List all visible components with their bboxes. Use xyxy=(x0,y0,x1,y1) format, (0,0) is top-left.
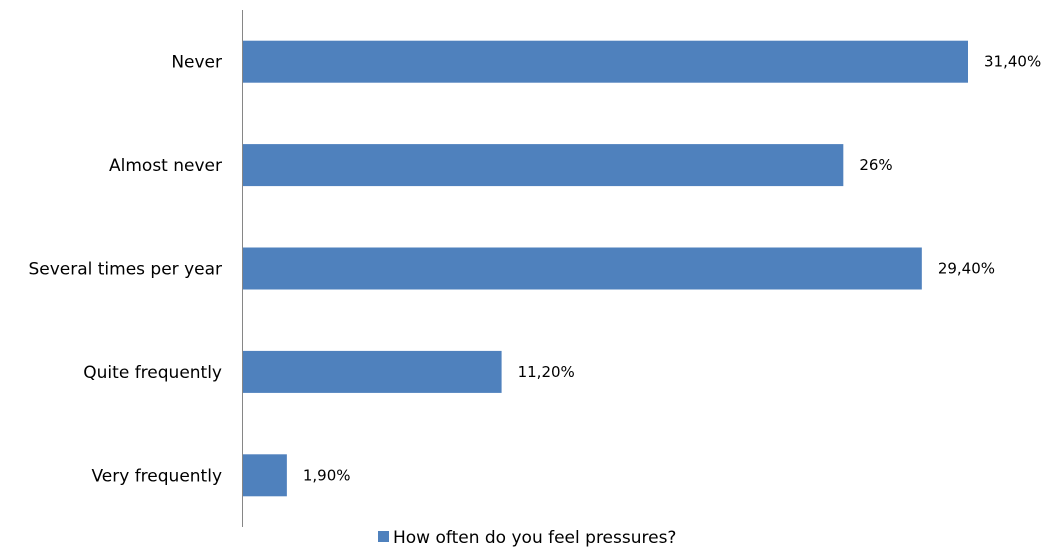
data-label: 11,20% xyxy=(518,363,575,381)
category-label: Almost never xyxy=(109,156,222,176)
legend: How often do you feel pressures? xyxy=(378,528,676,548)
bar xyxy=(243,350,502,393)
bar xyxy=(243,144,844,187)
category-label: Never xyxy=(171,53,222,73)
bar xyxy=(243,247,922,290)
category-labels-group: Never Almost never Several times per year Q… xyxy=(28,53,222,487)
data-label: 29,40% xyxy=(938,260,995,278)
bar xyxy=(243,40,968,83)
data-label: 31,40% xyxy=(984,53,1041,71)
category-label: Several times per year xyxy=(28,260,222,280)
data-label: 26% xyxy=(859,156,892,174)
legend-label: How often do you feel pressures? xyxy=(393,528,676,548)
data-labels-group: 31,40% 26% 29,40% 11,20% 1,90% xyxy=(303,53,1041,485)
category-label: Quite frequently xyxy=(83,363,222,383)
bar xyxy=(243,454,287,497)
legend-swatch xyxy=(378,531,389,542)
category-label: Very frequently xyxy=(91,466,222,486)
data-label: 1,90% xyxy=(303,466,351,484)
bars-group xyxy=(243,40,968,497)
